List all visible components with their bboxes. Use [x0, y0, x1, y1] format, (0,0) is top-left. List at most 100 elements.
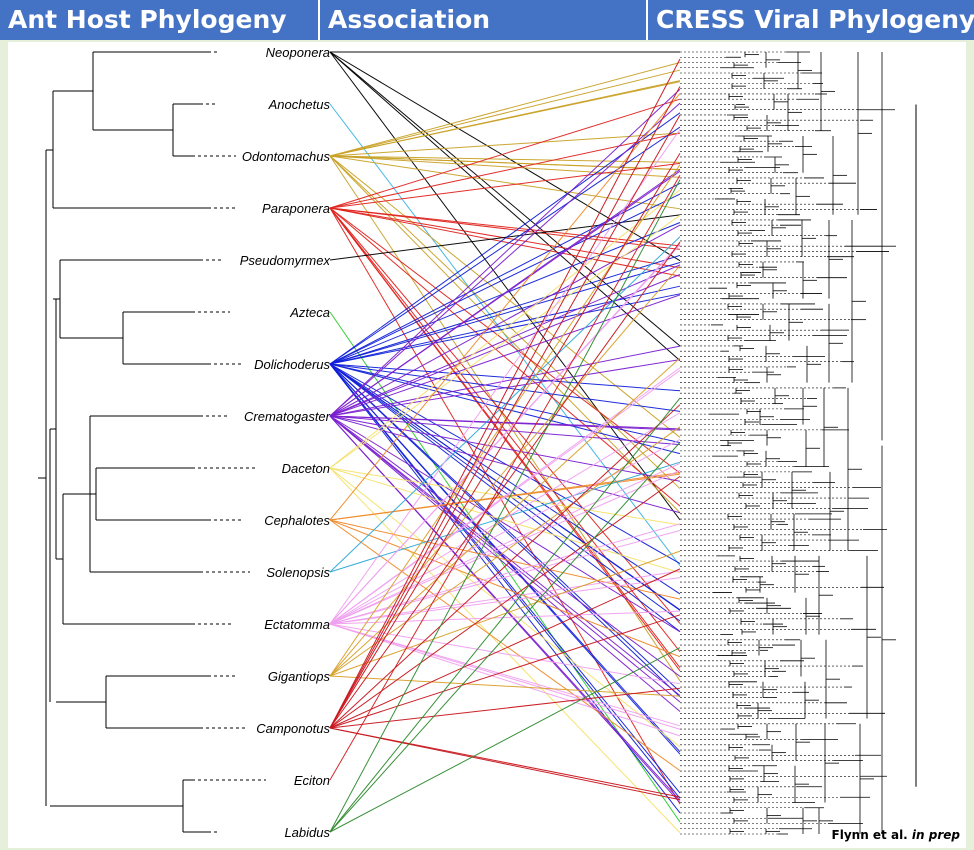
association-link: [329, 442, 681, 833]
association-link: [329, 363, 681, 564]
association-link: [329, 179, 681, 833]
association-link: [329, 647, 681, 833]
association-link: [329, 462, 681, 625]
association-link: [329, 519, 681, 772]
association-link: [329, 264, 681, 417]
association-link: [329, 152, 681, 729]
host-taxon-label: Daceton: [282, 461, 330, 476]
association-link: [329, 207, 681, 507]
association-link: [329, 193, 681, 365]
association-link: [329, 214, 681, 469]
association-link: [329, 51, 681, 521]
host-taxon-label: Crematogaster: [244, 409, 331, 424]
association-link: [329, 363, 681, 794]
host-phylogeny-tree: [38, 51, 266, 833]
host-taxon-label: Odontomachus: [242, 149, 331, 164]
association-link: [329, 363, 681, 444]
association-link: [329, 102, 681, 417]
association-link: [329, 363, 681, 622]
host-taxon-label: Pseudomyrmex: [240, 253, 331, 268]
association-link: [329, 93, 681, 521]
association-link: [329, 363, 681, 799]
association-link: [329, 623, 681, 730]
header-bar: Ant Host Phylogeny Association CRESS Vir…: [0, 0, 974, 40]
association-link: [329, 467, 681, 574]
association-link: [329, 243, 681, 625]
association-link: [329, 207, 681, 250]
association-link: [329, 363, 681, 698]
association-link: [329, 174, 681, 781]
association-link: [329, 614, 681, 729]
association-link: [329, 155, 681, 489]
association-link: [329, 51, 681, 262]
association-link: [329, 568, 681, 729]
association-link: [329, 155, 681, 178]
association-link: [329, 415, 681, 677]
association-link: [329, 62, 681, 157]
association-link: [329, 114, 681, 729]
association-link: [329, 469, 681, 625]
association-link: [329, 88, 681, 417]
host-taxon-label: Dolichoderus: [254, 357, 330, 372]
association-link: [329, 426, 681, 677]
association-link: [329, 415, 681, 431]
association-link: [329, 475, 681, 729]
association-link: [329, 254, 681, 365]
association-link: [329, 69, 681, 157]
association-link: [329, 189, 681, 469]
association-link: [329, 412, 681, 625]
association-link: [329, 126, 681, 365]
association-link: [329, 363, 681, 455]
host-taxon-label: Anochetus: [268, 97, 331, 112]
host-taxon-label: Azteca: [289, 305, 330, 320]
association-links: [329, 51, 681, 834]
association-link: [329, 98, 681, 209]
association-link: [329, 155, 681, 210]
association-link: [329, 182, 681, 365]
association-link: [329, 404, 681, 729]
association-link: [329, 415, 681, 712]
association-link: [329, 169, 681, 417]
association-link: [329, 241, 681, 729]
association-link: [329, 530, 681, 625]
association-link: [329, 132, 681, 209]
association-link: [329, 51, 681, 347]
association-link: [329, 265, 681, 677]
association-link: [329, 155, 681, 438]
host-taxon-label: Neoponera: [266, 45, 330, 60]
association-link: [329, 397, 681, 833]
association-link: [329, 623, 681, 737]
ant-host-phylogeny-title: Ant Host Phylogeny: [0, 0, 320, 40]
credit-note: Flynn et al. in prep: [832, 828, 960, 842]
association-link: [329, 415, 681, 514]
association-link: [329, 236, 681, 573]
association-link: [329, 58, 681, 729]
association-link: [329, 155, 681, 514]
host-taxon-label: Ectatomma: [264, 617, 330, 632]
association-link: [329, 129, 681, 625]
viral-phylogeny-tree: [680, 51, 917, 835]
association-link: [329, 81, 681, 157]
association-link: [329, 207, 681, 277]
association-link: [329, 207, 681, 669]
credit-status: in prep: [911, 828, 960, 842]
association-link: [329, 467, 681, 748]
figure-panel: Neoponera Anochetus Odontomachus Paraponera…: [8, 42, 966, 848]
association-link: [329, 207, 681, 624]
host-taxon-label: Solenopsis: [266, 565, 330, 580]
association-link: [329, 345, 681, 417]
host-taxon-label: Eciton: [294, 773, 330, 788]
association-title: Association: [320, 0, 648, 40]
association-link: [329, 132, 681, 157]
association-link: [329, 359, 681, 417]
association-link: [329, 570, 681, 625]
host-taxon-label: Camponotus: [256, 721, 330, 736]
association-link: [329, 415, 681, 803]
association-link: [329, 285, 681, 365]
association-link: [329, 687, 681, 729]
association-link: [329, 155, 681, 170]
host-taxon-label: Paraponera: [262, 201, 330, 216]
credit-authors: Flynn et al.: [831, 828, 908, 842]
association-link: [329, 550, 681, 677]
association-link: [329, 363, 681, 611]
